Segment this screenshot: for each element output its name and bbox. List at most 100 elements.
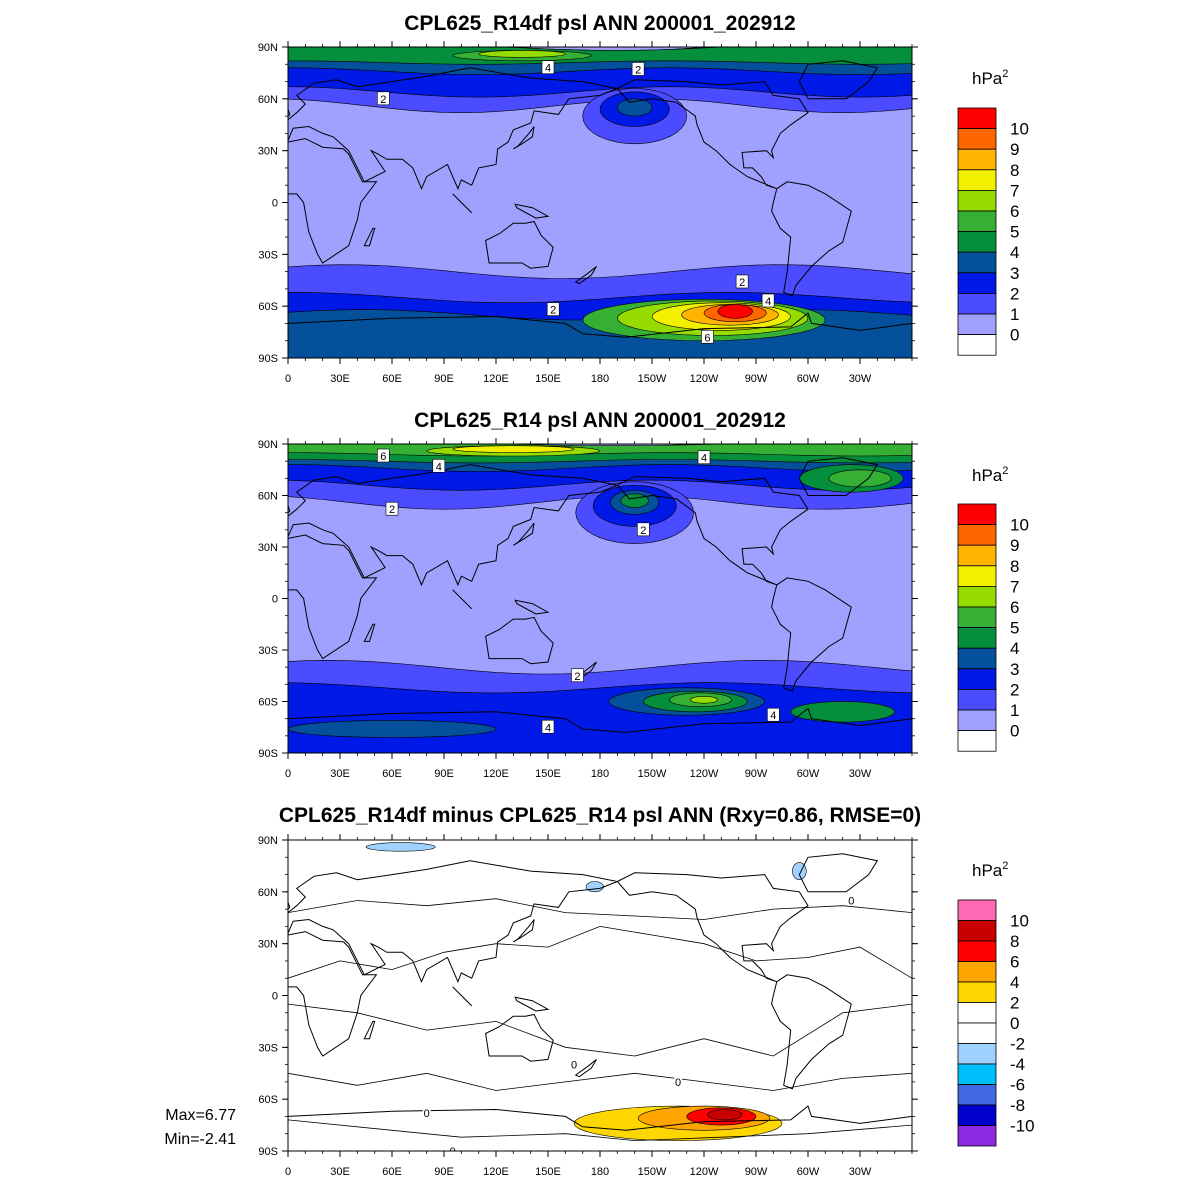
colorbar: 108 64 20 -2-4 -6-8 -10 bbox=[957, 899, 1035, 1147]
svg-text:4: 4 bbox=[770, 710, 776, 722]
colorbar-label: 6 bbox=[1010, 953, 1019, 972]
colorbar-label: 5 bbox=[1010, 619, 1019, 638]
colorbar-label: -2 bbox=[1010, 1035, 1025, 1054]
lon-tick-label: 30E bbox=[330, 1166, 350, 1178]
coastline bbox=[485, 1013, 554, 1062]
svg-text:4: 4 bbox=[436, 461, 442, 473]
lon-tick-label: 150E bbox=[535, 1166, 561, 1178]
colorbar-label: 1 bbox=[1010, 305, 1019, 324]
min-label: Min=-2.41 bbox=[164, 1131, 236, 1148]
lon-tick-label: 180 bbox=[591, 1166, 609, 1178]
unit-label: hPa2 bbox=[972, 465, 1008, 485]
lon-tick-label: 0 bbox=[285, 1166, 291, 1178]
map-area: 0 0 0 0 0 bbox=[288, 840, 912, 1158]
colorbar-label: 10 bbox=[1010, 912, 1029, 931]
coastline bbox=[288, 707, 912, 753]
colorbar-label: 8 bbox=[1010, 557, 1019, 576]
coastline bbox=[288, 138, 378, 264]
lon-tick-label: 150E bbox=[535, 768, 561, 780]
colorbar-label: 0 bbox=[1010, 326, 1019, 345]
colorbar-swatch bbox=[957, 169, 997, 191]
contour-fill bbox=[717, 304, 753, 319]
colorbar-label: 9 bbox=[1010, 536, 1019, 555]
lon-tick-label: 180 bbox=[591, 768, 609, 780]
coastline bbox=[363, 623, 376, 642]
contour-fill bbox=[707, 1109, 743, 1121]
colorbar-swatch bbox=[957, 709, 997, 732]
svg-text:6: 6 bbox=[704, 332, 710, 344]
colorbar-label: 6 bbox=[1010, 202, 1019, 221]
coastline bbox=[616, 872, 809, 983]
lat-tick-label: 90N bbox=[258, 835, 278, 847]
colorbar-swatch bbox=[957, 627, 997, 649]
coastline bbox=[616, 79, 809, 190]
lon-tick-label: 150W bbox=[638, 768, 667, 780]
panel-middle: CPL625_R14 psl ANN 200001_202912 6 4 4 2 2 2 4… bbox=[258, 409, 1029, 780]
colorbar-swatch bbox=[957, 128, 997, 150]
coastline bbox=[771, 181, 852, 297]
contour-label: 2 bbox=[637, 522, 650, 537]
coastline bbox=[485, 616, 554, 665]
colorbar-label: -8 bbox=[1010, 1096, 1025, 1115]
map-area: 4 2 2 2 2 4 6 bbox=[288, 47, 912, 358]
coastline bbox=[452, 986, 473, 1007]
svg-text:0: 0 bbox=[450, 1146, 456, 1158]
lon-tick-label: 30E bbox=[330, 373, 350, 385]
svg-text:0: 0 bbox=[675, 1077, 681, 1089]
colorbar-swatch bbox=[957, 210, 997, 233]
coastline bbox=[513, 919, 535, 943]
lat-tick-label: 30S bbox=[258, 1042, 278, 1054]
lat-tick-label: 0 bbox=[272, 991, 278, 1003]
coastline bbox=[574, 266, 597, 285]
lat-tick-label: 90N bbox=[258, 42, 278, 54]
coastline bbox=[798, 457, 879, 496]
lon-tick-label: 150W bbox=[638, 1166, 667, 1178]
coastline bbox=[288, 498, 291, 514]
colorbar-label: 1 bbox=[1010, 701, 1019, 720]
lon-tick-label: 90E bbox=[434, 768, 454, 780]
coastline bbox=[288, 1105, 912, 1151]
contour-label: 4 bbox=[541, 719, 555, 734]
lat-tick-label: 30N bbox=[258, 146, 278, 158]
colorbar-swatch bbox=[957, 251, 997, 274]
colorbar-swatch bbox=[957, 231, 997, 253]
lat-tick-label: 90S bbox=[258, 1146, 278, 1158]
colorbar-swatch bbox=[957, 668, 997, 690]
lat-tick-label: 30S bbox=[258, 645, 278, 657]
lon-tick-label: 60W bbox=[797, 1166, 820, 1178]
contour-label: 0 bbox=[674, 1075, 682, 1089]
contour-line bbox=[288, 898, 912, 920]
coastline bbox=[288, 67, 620, 191]
colorbar-label: -4 bbox=[1010, 1055, 1025, 1074]
lon-tick-label: 120E bbox=[483, 1166, 509, 1178]
colorbar-swatch bbox=[957, 606, 997, 629]
colorbar-swatch bbox=[957, 1022, 997, 1044]
coastline bbox=[514, 599, 550, 615]
colorbar-label: 4 bbox=[1010, 243, 1019, 262]
coastline bbox=[363, 227, 376, 247]
lat-tick-label: 60S bbox=[258, 697, 278, 709]
coastline bbox=[798, 60, 879, 100]
colorbar-swatch bbox=[957, 1002, 997, 1024]
colorbar-label: 7 bbox=[1010, 577, 1019, 596]
coastline bbox=[288, 931, 378, 1057]
contour-label: 2 bbox=[571, 668, 584, 683]
panel-title: CPL625_R14df psl ANN 200001_202912 bbox=[404, 12, 795, 35]
lon-tick-label: 150E bbox=[535, 373, 561, 385]
coastline bbox=[452, 193, 473, 214]
contour-line bbox=[288, 925, 912, 979]
coastline bbox=[514, 203, 550, 219]
coastline bbox=[513, 126, 535, 150]
colorbar-swatch bbox=[957, 503, 997, 526]
unit-label: hPa2 bbox=[972, 68, 1008, 88]
svg-text:4: 4 bbox=[701, 453, 707, 465]
colorbar-swatch bbox=[957, 920, 997, 942]
lon-tick-label: 60W bbox=[797, 768, 820, 780]
colorbar-swatch bbox=[957, 1084, 997, 1106]
coastline bbox=[771, 974, 852, 1090]
svg-text:2: 2 bbox=[739, 277, 745, 289]
colorbar-label: 0 bbox=[1010, 1014, 1019, 1033]
colorbar-label: 3 bbox=[1010, 660, 1019, 679]
lat-tick-label: 60S bbox=[258, 301, 278, 313]
